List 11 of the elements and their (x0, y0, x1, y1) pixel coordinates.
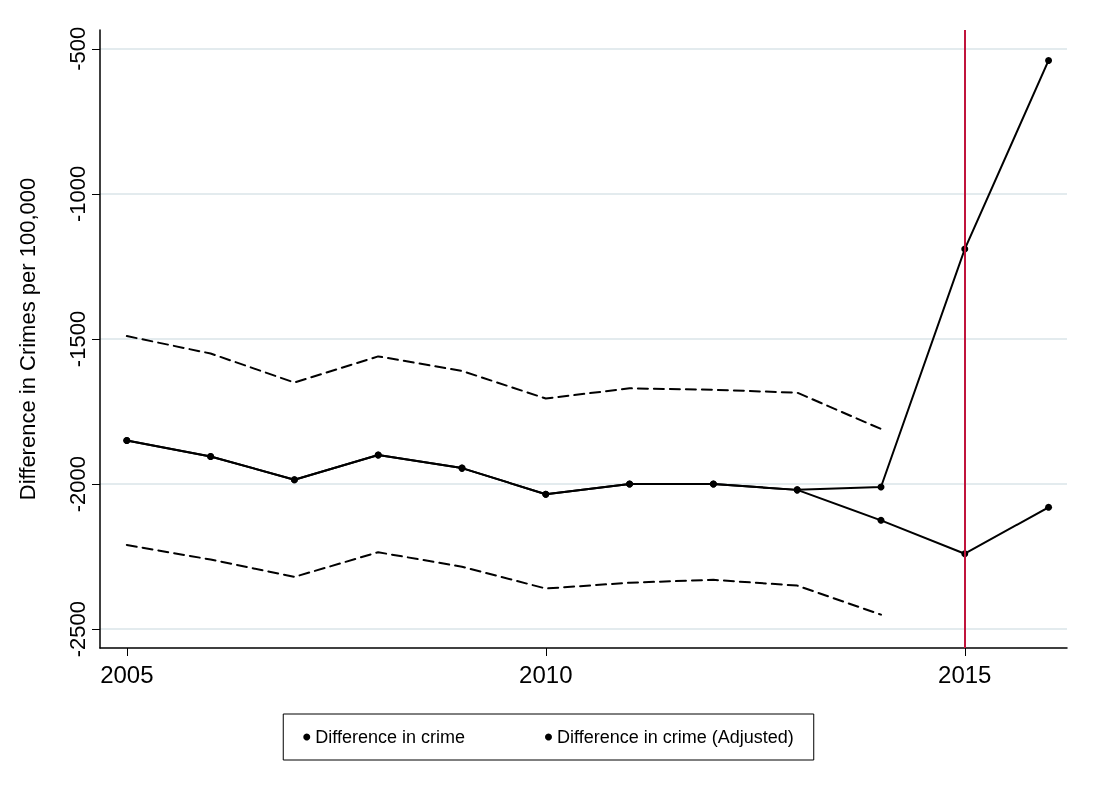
y-tick-label: -500 (64, 26, 90, 71)
x-tick-label: 2015 (938, 660, 992, 688)
y-tick-label: -1000 (64, 165, 90, 223)
y-tick-label: -2000 (64, 455, 90, 513)
y-tick-label: -1500 (64, 310, 90, 368)
x-tick-label: 2005 (100, 660, 154, 688)
legend-label: Difference in crime (315, 727, 465, 747)
x-tick-label: 2010 (519, 660, 573, 688)
y-axis-title: Difference in Crimes per 100,000 (14, 177, 40, 501)
legend-label: Difference in crime (Adjusted) (556, 727, 794, 747)
y-tick-label: -2500 (64, 601, 90, 658)
